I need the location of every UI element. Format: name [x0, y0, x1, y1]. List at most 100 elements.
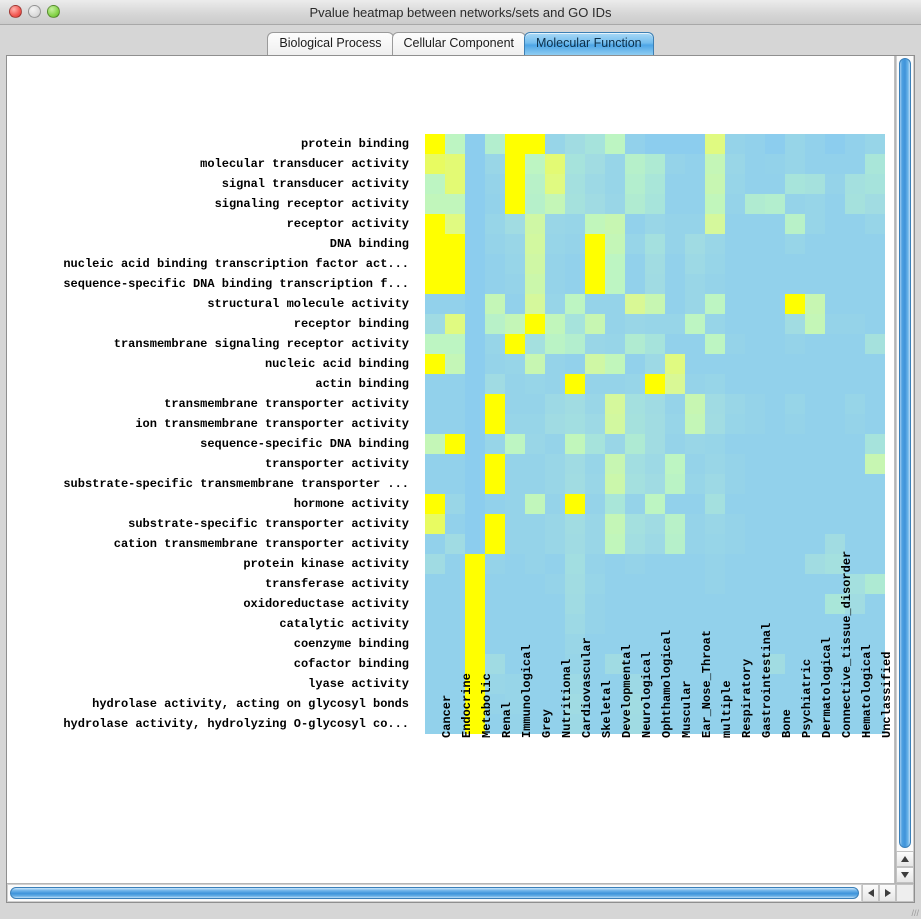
heatmap-cell[interactable] — [865, 494, 885, 514]
heatmap-cell[interactable] — [625, 174, 645, 194]
heatmap-cell[interactable] — [745, 454, 765, 474]
heatmap-cell[interactable] — [805, 194, 825, 214]
heatmap-cell[interactable] — [465, 694, 485, 714]
heatmap-cell[interactable] — [705, 354, 725, 374]
heatmap-cell[interactable] — [465, 534, 485, 554]
heatmap-cell[interactable] — [605, 334, 625, 354]
heatmap-cell[interactable] — [725, 554, 745, 574]
heatmap-cell[interactable] — [545, 514, 565, 534]
heatmap-cell[interactable] — [585, 654, 605, 674]
heatmap-cell[interactable] — [765, 514, 785, 534]
heatmap-cell[interactable] — [645, 194, 665, 214]
heatmap-cell[interactable] — [845, 634, 865, 654]
heatmap-cell[interactable] — [525, 614, 545, 634]
heatmap-cell[interactable] — [625, 694, 645, 714]
heatmap-cell[interactable] — [485, 374, 505, 394]
heatmap-cell[interactable] — [705, 494, 725, 514]
heatmap-cell[interactable] — [665, 714, 685, 734]
heatmap-cell[interactable] — [785, 414, 805, 434]
heatmap-cell[interactable] — [865, 214, 885, 234]
heatmap-cell[interactable] — [845, 594, 865, 614]
heatmap-cell[interactable] — [725, 154, 745, 174]
heatmap-cell[interactable] — [685, 594, 705, 614]
heatmap-cell[interactable] — [785, 234, 805, 254]
heatmap-cell[interactable] — [625, 394, 645, 414]
heatmap-cell[interactable] — [725, 374, 745, 394]
heatmap-cell[interactable] — [765, 454, 785, 474]
heatmap-cell[interactable] — [705, 414, 725, 434]
heatmap-cell[interactable] — [685, 714, 705, 734]
heatmap-cell[interactable] — [825, 394, 845, 414]
heatmap-cell[interactable] — [485, 414, 505, 434]
heatmap-cell[interactable] — [765, 694, 785, 714]
heatmap-cell[interactable] — [725, 214, 745, 234]
horizontal-scroll-thumb[interactable] — [10, 887, 859, 899]
heatmap-cell[interactable] — [505, 294, 525, 314]
heatmap-cell[interactable] — [445, 274, 465, 294]
heatmap-cell[interactable] — [845, 434, 865, 454]
heatmap-cell[interactable] — [825, 194, 845, 214]
heatmap-cell[interactable] — [865, 534, 885, 554]
heatmap-cell[interactable] — [725, 454, 745, 474]
heatmap-cell[interactable] — [465, 374, 485, 394]
heatmap-cell[interactable] — [685, 494, 705, 514]
heatmap-cell[interactable] — [785, 154, 805, 174]
heatmap-cell[interactable] — [505, 154, 525, 174]
heatmap-cell[interactable] — [645, 574, 665, 594]
heatmap-cell[interactable] — [545, 194, 565, 214]
heatmap-cell[interactable] — [765, 434, 785, 454]
heatmap-cell[interactable] — [685, 654, 705, 674]
heatmap-cell[interactable] — [565, 454, 585, 474]
heatmap-cell[interactable] — [785, 614, 805, 634]
heatmap-cell[interactable] — [805, 214, 825, 234]
heatmap-cell[interactable] — [605, 374, 625, 394]
heatmap-cell[interactable] — [565, 374, 585, 394]
heatmap-cell[interactable] — [645, 294, 665, 314]
heatmap-cell[interactable] — [425, 354, 445, 374]
heatmap-cell[interactable] — [525, 234, 545, 254]
heatmap-cell[interactable] — [745, 574, 765, 594]
heatmap-cell[interactable] — [845, 674, 865, 694]
heatmap-cell[interactable] — [765, 194, 785, 214]
heatmap-cell[interactable] — [805, 334, 825, 354]
heatmap-cell[interactable] — [745, 174, 765, 194]
heatmap-cell[interactable] — [645, 234, 665, 254]
heatmap-cell[interactable] — [425, 394, 445, 414]
heatmap-cell[interactable] — [745, 214, 765, 234]
heatmap-cell[interactable] — [445, 354, 465, 374]
vertical-scroll-thumb[interactable] — [899, 58, 911, 848]
heatmap-cell[interactable] — [725, 314, 745, 334]
heatmap-cell[interactable] — [845, 354, 865, 374]
heatmap-cell[interactable] — [665, 534, 685, 554]
heatmap-cell[interactable] — [685, 294, 705, 314]
heatmap-cell[interactable] — [645, 174, 665, 194]
heatmap-cell[interactable] — [825, 254, 845, 274]
heatmap-cell[interactable] — [425, 434, 445, 454]
heatmap-cell[interactable] — [505, 494, 525, 514]
heatmap-cell[interactable] — [565, 194, 585, 214]
heatmap-cell[interactable] — [705, 294, 725, 314]
heatmap-cell[interactable] — [425, 214, 445, 234]
heatmap-cell[interactable] — [605, 594, 625, 614]
heatmap-cell[interactable] — [865, 474, 885, 494]
heatmap-cell[interactable] — [825, 514, 845, 534]
heatmap-cell[interactable] — [645, 314, 665, 334]
heatmap-cell[interactable] — [625, 274, 645, 294]
heatmap-cell[interactable] — [425, 534, 445, 554]
heatmap-cell[interactable] — [585, 194, 605, 214]
heatmap-cell[interactable] — [665, 554, 685, 574]
heatmap-cell[interactable] — [585, 714, 605, 734]
heatmap-cell[interactable] — [625, 354, 645, 374]
heatmap-cell[interactable] — [705, 554, 725, 574]
heatmap-cell[interactable] — [425, 674, 445, 694]
heatmap-cell[interactable] — [445, 474, 465, 494]
heatmap-cell[interactable] — [785, 354, 805, 374]
heatmap-cell[interactable] — [865, 294, 885, 314]
heatmap-cell[interactable] — [765, 494, 785, 514]
heatmap-cell[interactable] — [485, 694, 505, 714]
heatmap-cell[interactable] — [785, 314, 805, 334]
heatmap-cell[interactable] — [505, 674, 525, 694]
heatmap-cell[interactable] — [465, 174, 485, 194]
heatmap-cell[interactable] — [785, 574, 805, 594]
heatmap-cell[interactable] — [485, 554, 505, 574]
